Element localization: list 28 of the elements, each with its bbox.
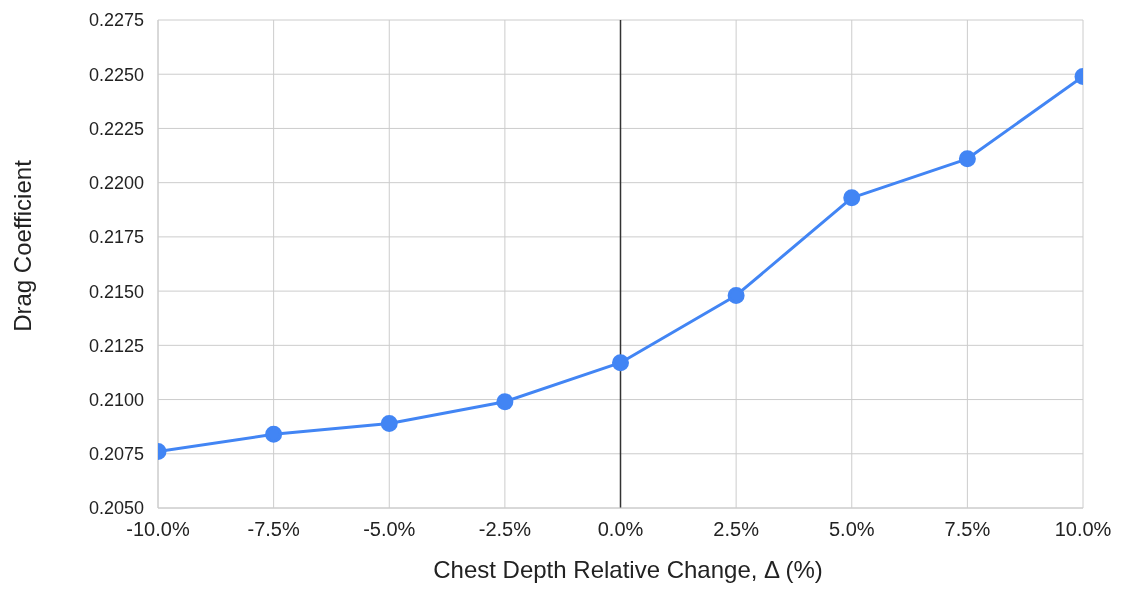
point [958,150,976,168]
x-tick-label: 7.5% [944,518,991,541]
y-tick-label: 0.2100 [88,389,144,410]
x-tick-label: -7.5% [247,518,300,541]
y-tick-label: 0.2150 [88,281,144,302]
y-tick-label: 0.2050 [88,498,144,519]
y-tick-label: 0.2175 [88,227,144,248]
x-tick-label: -2.5% [478,518,532,541]
x-axis-title: Chest Depth Relative Change, Δ (%) [432,556,824,584]
y-tick-label: 0.2275 [88,10,144,31]
y-tick-label: 0.2075 [88,444,144,465]
y-tick-label: 0.2250 [88,64,144,85]
x-tick-label: 0.0% [597,518,644,541]
x-tick-label: 5.0% [828,518,875,541]
x-tick-label: 2.5% [713,518,760,541]
point [265,425,283,443]
point [612,354,629,372]
point [843,189,861,207]
y-tick-label: 0.2225 [88,118,144,139]
y-axis-title: Drag Coefficient [9,160,37,332]
point [496,393,514,411]
point [380,414,398,432]
point [727,286,745,304]
x-tick-label: -5.0% [363,518,416,541]
y-tick-label: 0.2125 [88,335,144,356]
x-tick-label: -10.0% [126,518,190,541]
x-tick-label: 10.0% [1054,518,1112,541]
y-tick-label: 0.2200 [88,173,144,194]
